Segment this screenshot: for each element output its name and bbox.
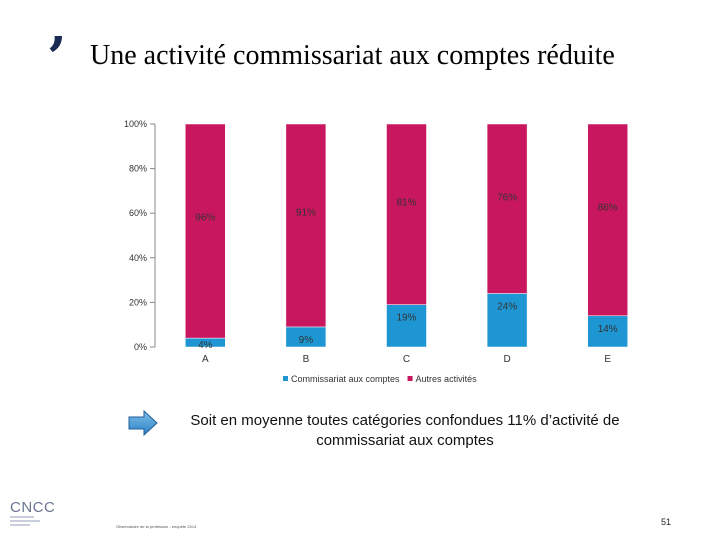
footer-note: Observatoire de la profession - enquête … <box>116 524 197 529</box>
quote-mark-icon: ’ <box>47 25 67 91</box>
bar-segment <box>285 123 327 328</box>
data-label: 14% <box>598 324 618 335</box>
summary-text: Soit en moyenne toutes catégories confon… <box>190 412 620 449</box>
data-label: 19% <box>396 313 416 324</box>
stacked-bar-chart: 0% 20% 40% 60% 80% 100% 4% 96% A 9% 91% B 19% 81% C 24%… <box>124 119 628 384</box>
arrow-right-icon <box>128 410 158 436</box>
cncc-logo: CNCC <box>10 499 55 526</box>
logo-text: CNCC <box>10 499 55 516</box>
data-label: 9% <box>299 335 314 346</box>
page-number: 51 <box>661 517 672 527</box>
y-tick-label: 0% <box>134 342 147 352</box>
legend-swatch <box>407 376 413 381</box>
y-tick-label: 60% <box>129 208 147 218</box>
data-label: 24% <box>497 301 517 312</box>
bar-segment <box>486 123 528 294</box>
x-tick-label: E <box>604 354 611 365</box>
data-label: 96% <box>195 212 215 223</box>
data-label: 76% <box>497 192 517 203</box>
bar-segment <box>386 123 427 305</box>
bar-segment <box>386 304 427 348</box>
y-tick-label: 20% <box>129 297 147 307</box>
y-tick-label: 80% <box>129 164 147 174</box>
bar-segment <box>486 293 528 348</box>
sidebar <box>0 0 75 540</box>
data-label: 81% <box>396 197 416 208</box>
y-tick-label: 40% <box>129 253 147 263</box>
legend-swatch <box>283 376 288 381</box>
bar-segment <box>185 123 226 339</box>
data-label: 86% <box>598 202 618 213</box>
bar-segment <box>587 123 628 317</box>
legend-label: Commissariat aux comptes <box>291 374 400 384</box>
x-tick-label: C <box>403 354 410 365</box>
y-tick-label: 100% <box>124 119 147 129</box>
data-label: 91% <box>296 207 316 218</box>
slide-title: Une activité commissariat aux comptes ré… <box>90 40 615 71</box>
data-label: 4% <box>198 340 213 351</box>
x-tick-label: A <box>202 354 209 365</box>
legend-label: Autres activités <box>416 374 478 384</box>
bar-segment <box>587 315 628 348</box>
x-tick-label: D <box>503 354 510 365</box>
x-tick-label: B <box>303 354 310 365</box>
